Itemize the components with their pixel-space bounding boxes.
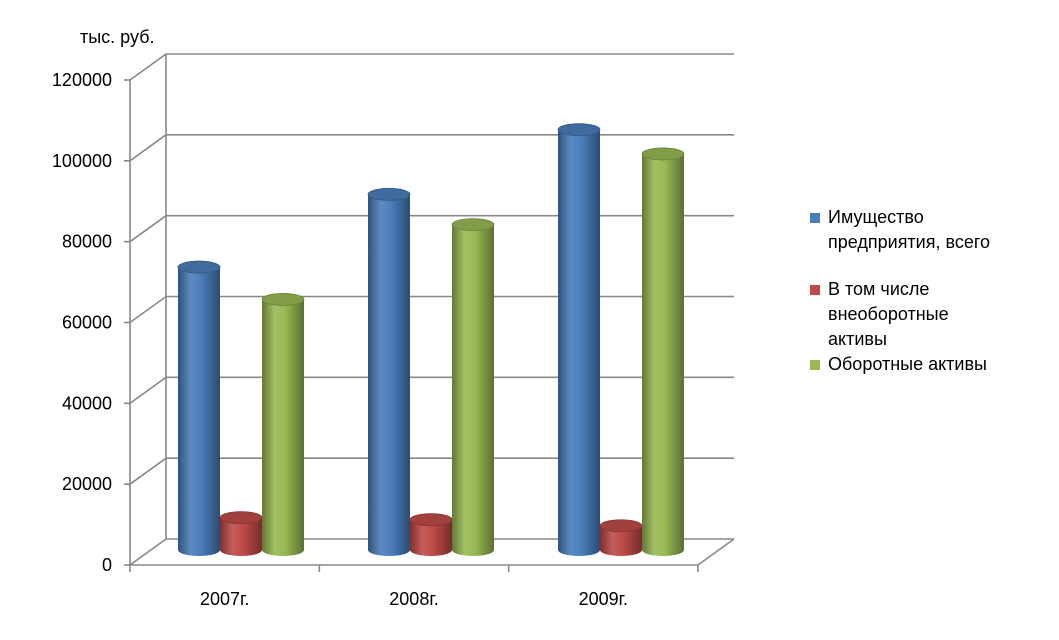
legend-swatch-noncurrent-assets (810, 285, 820, 295)
legend-label-line: предприятия, всего (828, 232, 991, 252)
legend-label-line: Оборотные активы (828, 354, 987, 374)
y-tick-label: 100000 (52, 151, 112, 171)
legend-item-total-assets: Имущество предприятия, всего (810, 205, 1050, 255)
y-tick-label: 0 (102, 555, 112, 575)
bar (367, 187, 411, 557)
x-tick-labels: 2007г. 2008г. 2009г. (200, 589, 628, 609)
legend-item-current-assets: Оборотные активы (810, 352, 1050, 377)
bar (641, 147, 685, 556)
x-tick-label: 2007г. (200, 589, 249, 609)
chart-legend: Имущество предприятия, всего В том числе… (810, 205, 1050, 377)
legend-item-noncurrent-assets: В том числе внеоборотные активы (810, 277, 1050, 352)
legend-label-line: активы (828, 329, 887, 349)
y-axis-unit-label: тыс. руб. (80, 27, 155, 47)
chart-axes (124, 54, 735, 572)
y-tick-label: 120000 (52, 70, 112, 90)
legend-label-line: Имущество (828, 207, 924, 227)
y-tick-labels: 0 20000 40000 60000 80000 100000 120000 (52, 70, 112, 575)
y-tick-label: 60000 (62, 313, 112, 333)
x-tick-label: 2008г. (389, 589, 438, 609)
legend-label-line: внеоборотные (828, 304, 949, 324)
bar (261, 293, 305, 556)
bar (451, 218, 495, 557)
x-tick-label: 2009г. (579, 589, 628, 609)
y-tick-label: 80000 (62, 232, 112, 252)
y-tick-label: 40000 (62, 393, 112, 413)
bar (177, 260, 221, 556)
gridline (129, 53, 734, 81)
legend-label-line: В том числе (828, 279, 930, 299)
legend-swatch-current-assets (810, 360, 820, 370)
y-tick-label: 20000 (62, 474, 112, 494)
chart-bars (177, 123, 685, 557)
bar (599, 519, 643, 556)
bar (557, 123, 601, 556)
bar (219, 511, 263, 556)
bar (409, 513, 453, 556)
legend-swatch-total-assets (810, 213, 820, 223)
